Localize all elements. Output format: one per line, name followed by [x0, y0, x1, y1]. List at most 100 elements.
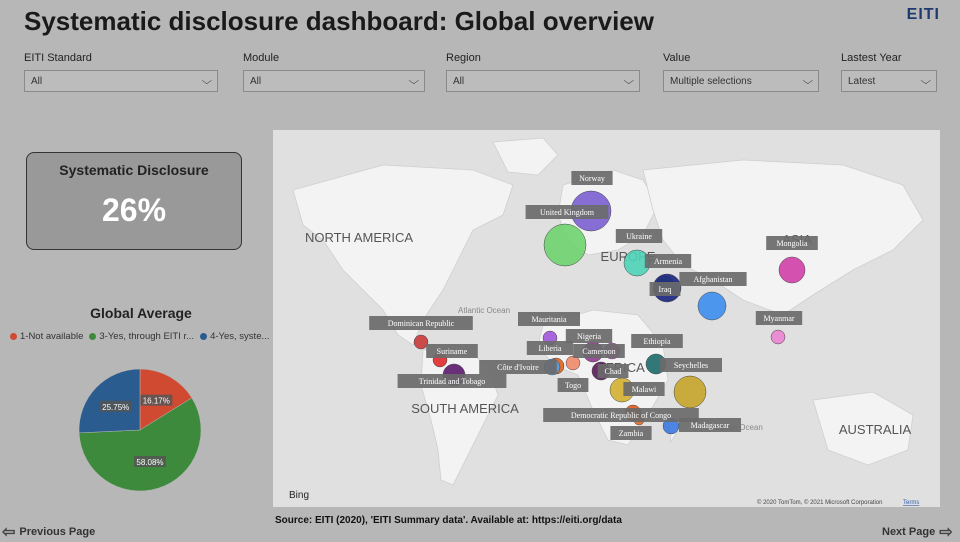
country-label-bg: [631, 334, 683, 348]
country-label-bg: [615, 229, 663, 243]
arrow-right-icon: ⇨: [939, 524, 953, 541]
country-label: Liberia: [538, 344, 562, 353]
country-label: Myanmar: [763, 314, 794, 323]
country-label: Cameroon: [582, 347, 615, 356]
country-label-bg: [623, 382, 665, 396]
dropdown-value: Multiple selections: [670, 75, 752, 87]
pie-data-label: 58.08%: [136, 458, 163, 467]
next-page-button[interactable]: Next Page ⇨: [882, 522, 953, 542]
country-label: Dominican Republic: [388, 319, 455, 328]
country-label: Democratic Republic of Congo: [571, 411, 671, 420]
filter-region: Region All ⌵: [446, 52, 640, 92]
eiti-standard-dropdown[interactable]: All ⌵: [24, 70, 218, 92]
continent-label: NORTH AMERICA: [305, 230, 413, 245]
country-label-bg: [644, 254, 692, 268]
legend-label: 1-Not available: [20, 331, 84, 342]
global-average-title: Global Average: [90, 305, 192, 321]
legend-swatch: [89, 333, 97, 340]
country-label: Malawi: [632, 385, 657, 394]
pie-legend: 1-Not available 3-Yes, through EITI r...…: [10, 331, 269, 342]
continent-label: AUSTRALIA: [839, 422, 912, 437]
legend-label: 3-Yes, through EITI r...: [99, 331, 195, 342]
country-bubble[interactable]: [778, 256, 806, 284]
country-bubble[interactable]: [543, 223, 587, 267]
chevron-down-icon: ⌵: [623, 75, 635, 87]
global-average-pie-chart[interactable]: 16.17% 58.08% 25.75%: [70, 360, 210, 500]
country-label: Zambia: [619, 429, 644, 438]
dropdown-value: All: [31, 75, 43, 87]
country-label: Nigeria: [577, 332, 601, 341]
legend-item[interactable]: 1-Not available: [10, 331, 83, 342]
country-label-bg: [426, 344, 478, 358]
country-bubble[interactable]: [770, 329, 786, 345]
country-bubble[interactable]: [673, 375, 707, 409]
arrow-left-icon: ⇦: [2, 524, 16, 541]
systematic-disclosure-card: Systematic Disclosure 26%: [26, 152, 242, 250]
country-label: Norway: [579, 174, 605, 183]
country-label-bg: [649, 282, 681, 296]
filter-label: Lastest Year: [841, 52, 902, 64]
filter-eiti-standard: EITI Standard All ⌵: [24, 52, 218, 92]
country-label: Ukraine: [626, 232, 652, 241]
region-dropdown[interactable]: All ⌵: [446, 70, 640, 92]
legend-item[interactable]: 4-Yes, syste...: [200, 331, 269, 342]
chevron-down-icon: ⌵: [802, 75, 814, 87]
world-map[interactable]: NORTH AMERICA SOUTH AMERICA AFRICA EUROP…: [273, 130, 940, 507]
country-label-bg: [479, 360, 557, 374]
country-label: United Kingdom: [540, 208, 595, 217]
country-label-bg: [755, 311, 803, 325]
filter-module: Module All ⌵: [243, 52, 425, 92]
country-label-bg: [543, 408, 699, 422]
country-bubble[interactable]: [413, 334, 429, 350]
dropdown-value: All: [453, 75, 465, 87]
pie-slice[interactable]: [78, 397, 202, 492]
value-dropdown[interactable]: Multiple selections ⌵: [663, 70, 819, 92]
latest-year-dropdown[interactable]: Latest ⌵: [841, 70, 937, 92]
legend-swatch: [200, 333, 208, 340]
chevron-down-icon: ⌵: [920, 75, 932, 87]
country-label-bg: [573, 344, 625, 358]
legend-item[interactable]: 3-Yes, through EITI r...: [89, 331, 194, 342]
pie-label-bg: [133, 456, 166, 468]
legend-label: 4-Yes, syste...: [210, 331, 270, 342]
dropdown-value: All: [250, 75, 262, 87]
country-label: Mauritania: [531, 315, 567, 324]
pie-label-bg: [99, 400, 132, 412]
country-label-bg: [610, 426, 652, 440]
country-label: Suriname: [437, 347, 468, 356]
country-label-bg: [679, 272, 747, 286]
filter-label: EITI Standard: [24, 52, 92, 64]
country-label-bg: [571, 171, 613, 185]
eiti-logo: EITI: [906, 6, 940, 23]
country-label-bg: [526, 341, 574, 355]
pie-label-bg: [140, 394, 173, 406]
country-label-bg: [518, 312, 580, 326]
greenland-land: [492, 137, 559, 176]
kpi-title: Systematic Disclosure: [59, 162, 209, 178]
filter-latest-year: Lastest Year Latest ⌵: [841, 52, 937, 92]
country-label: Côte d'Ivoire: [497, 363, 539, 372]
module-dropdown[interactable]: All ⌵: [243, 70, 425, 92]
country-label: Iraq: [659, 285, 672, 294]
map-copyright: © 2020 TomTom, © 2021 Microsoft Corporat…: [757, 499, 882, 506]
kpi-value: 26%: [101, 192, 167, 228]
pie-data-label: 25.75%: [102, 403, 129, 412]
country-label-bg: [397, 374, 507, 388]
chevron-down-icon: ⌵: [201, 75, 213, 87]
filter-label: Module: [243, 52, 280, 64]
country-label: Ethiopia: [643, 337, 671, 346]
country-label: Togo: [565, 381, 581, 390]
dropdown-value: Latest: [848, 75, 876, 87]
chevron-down-icon: ⌵: [408, 75, 420, 87]
country-bubble[interactable]: [697, 291, 727, 321]
country-label-bg: [679, 418, 741, 432]
landmasses: [292, 137, 924, 486]
terms-link[interactable]: Terms: [903, 500, 919, 506]
country-label: Afghanistan: [693, 275, 732, 284]
previous-page-button[interactable]: ⇦ Previous Page: [2, 522, 95, 542]
country-label-bg: [565, 329, 613, 343]
country-bubble[interactable]: [565, 355, 581, 371]
pie-data-label: 16.17%: [143, 397, 170, 406]
filter-label: Region: [446, 52, 481, 64]
next-page-label: Next Page: [882, 526, 936, 538]
